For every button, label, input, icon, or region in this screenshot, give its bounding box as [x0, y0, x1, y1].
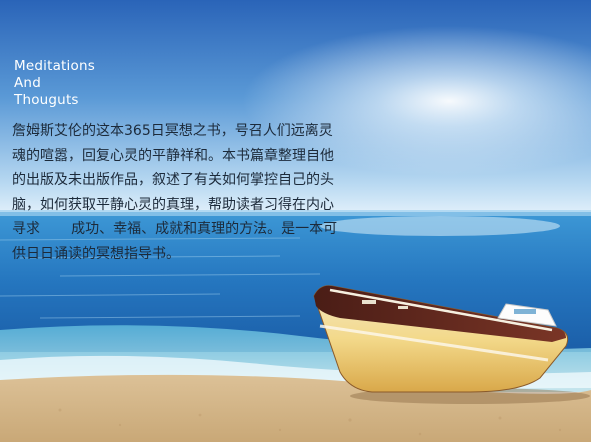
description-line-5: 寻求 成功、幸福、成就和真理的方法。是一本可 [12, 221, 338, 238]
title-line-3: Thouguts [14, 92, 79, 108]
sun-glow [0, 0, 591, 215]
sand-texture [58, 408, 562, 436]
horizon-line [0, 210, 591, 216]
description-line-4: 脑，如何获取平静心灵的真理，帮助读者习得在内心 [12, 196, 334, 213]
boat [313, 285, 569, 393]
book-title: Meditations And Thouguts [14, 58, 95, 109]
description-line-1: 詹姆斯艾伦的这本365日冥想之书，号召人们远离灵 [12, 123, 333, 139]
title-line-1: Meditations [14, 58, 95, 74]
title-line-2: And [14, 75, 41, 91]
book-description: 詹姆斯艾伦的这本365日冥想之书，号召人们远离灵 魂的喧嚣，回复心灵的平静祥和。… [12, 119, 372, 267]
description-line-2: 魂的喧嚣，回复心灵的平静祥和。本书篇章整理自他 [12, 147, 334, 164]
sun-reflection [320, 216, 560, 236]
description-line-3: 的出版及未出版作品，叙述了有关如何掌控自己的头 [12, 172, 334, 189]
description-line-6: 供日日诵读的冥想指导书。 [12, 245, 180, 262]
wave-streaks [0, 237, 321, 319]
